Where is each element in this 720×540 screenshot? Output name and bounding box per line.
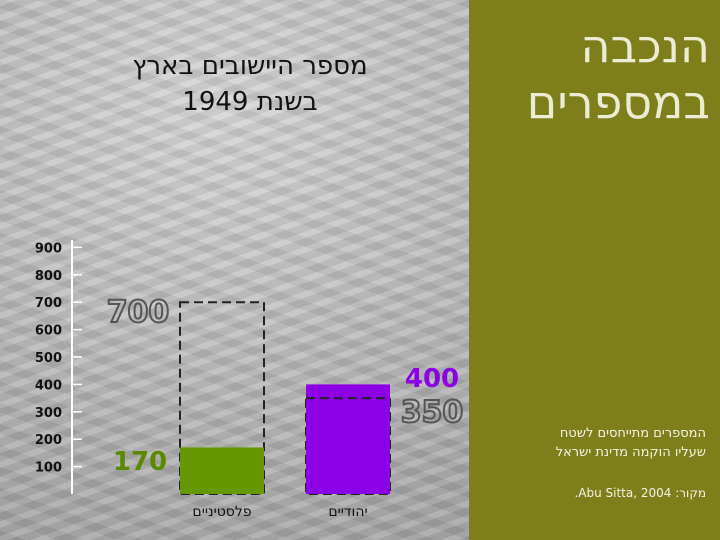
main-title: הנכבה במספרים <box>470 18 710 130</box>
y-tick-label: 500 <box>35 351 62 366</box>
main-title-line1: הנכבה <box>580 19 710 73</box>
y-tick-label: 400 <box>35 378 62 393</box>
bar <box>180 447 264 494</box>
title-panel <box>469 0 720 540</box>
data-label: 170 <box>113 447 167 477</box>
category-label: יהודיים <box>328 504 367 520</box>
y-tick-label: 300 <box>35 406 62 421</box>
bar-outline <box>179 301 265 496</box>
data-label: 350 <box>401 395 464 430</box>
footnote-line2: שעליו הוקמה מדינת ישראל <box>555 445 706 460</box>
y-tick-label: 100 <box>35 461 62 476</box>
main-title-line2: במספרים <box>526 75 710 129</box>
data-label: 400 <box>405 364 459 394</box>
source-citation: מקור: Abu Sitta, 2004. <box>574 486 706 500</box>
chart-subtitle-line2: בשנת 1949 <box>182 87 318 117</box>
chart-subtitle: מספר היישובים בארץ בשנת 1949 <box>60 48 440 120</box>
chart-subtitle-line1: מספר היישובים בארץ <box>132 51 368 81</box>
y-tick-label: 700 <box>35 296 62 311</box>
footnote-line1: המספרים מתייחסים לשטח <box>559 426 706 441</box>
bar <box>306 384 390 494</box>
data-label: 700 <box>107 295 170 330</box>
y-tick-label: 900 <box>35 241 62 256</box>
category-label: פלסטיניים <box>192 504 251 520</box>
y-tick-label: 800 <box>35 269 62 284</box>
y-tick-label: 600 <box>35 324 62 339</box>
footnote: המספרים מתייחסים לשטח שעליו הוקמה מדינת … <box>486 424 706 462</box>
y-tick-label: 200 <box>35 433 62 448</box>
